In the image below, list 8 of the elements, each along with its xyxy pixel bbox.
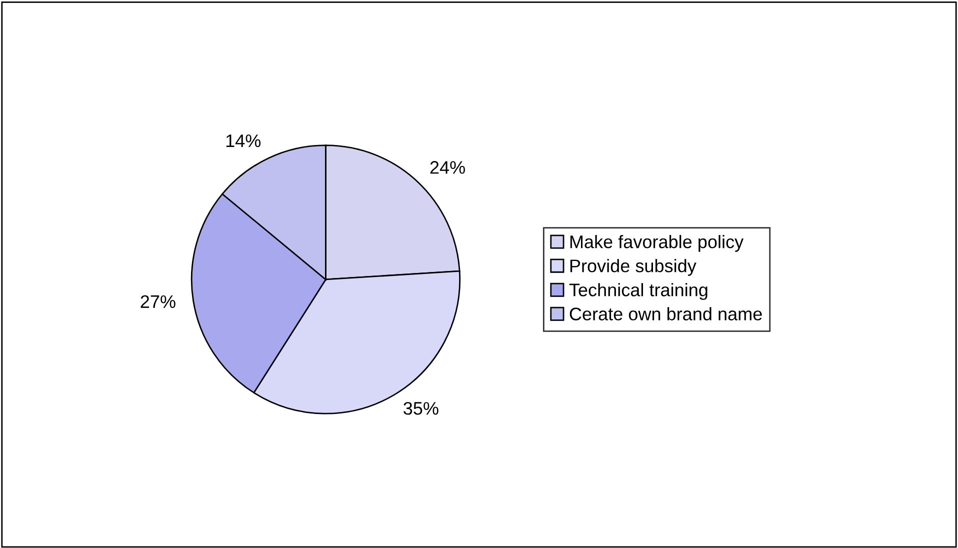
data-label: 35% <box>404 402 438 415</box>
data-label: 14% <box>226 134 261 148</box>
legend-label: Make favorable policy <box>570 234 744 252</box>
legend-label: Technical training <box>569 283 708 300</box>
data-label: 24% <box>430 161 465 174</box>
data-label: 27% <box>140 295 176 308</box>
legend-label: Cerate own brand name <box>570 307 762 320</box>
legend-label: Provide subsidy <box>570 259 696 276</box>
